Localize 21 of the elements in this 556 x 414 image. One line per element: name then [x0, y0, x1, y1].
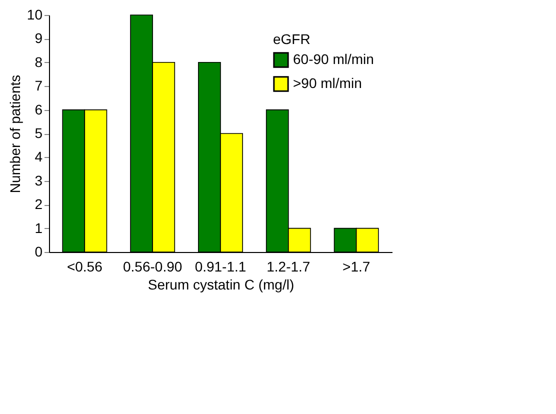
y-tick-label: 7	[34, 78, 43, 94]
x-tick-label: <0.56	[66, 258, 103, 274]
x-axis-title: Serum cystatin C (mg/l)	[148, 276, 294, 292]
legend-label: >90 ml/min	[293, 75, 362, 91]
x-tick-label: 0.91-1.1	[194, 258, 246, 274]
y-tick-label: 2	[34, 196, 43, 212]
y-tick-label: 9	[34, 30, 43, 46]
legend-title: eGFR	[273, 31, 310, 47]
y-tick-label: 3	[34, 172, 43, 188]
y-tick-label: 4	[34, 148, 43, 165]
y-tick-label: 6	[34, 101, 43, 118]
legend-label: 60-90 ml/min	[293, 51, 374, 67]
x-tick-label: >1.7	[342, 258, 370, 274]
y-tick-label: 0	[34, 244, 43, 260]
x-tick-label: 1.2-1.7	[266, 258, 310, 274]
x-tick-label: 0.56-0.90	[122, 258, 182, 274]
y-tick-label: 1	[34, 220, 43, 236]
y-axis-title: Number of patients	[6, 74, 23, 194]
y-tick-label: 8	[34, 54, 43, 70]
y-tick-label: 10	[26, 6, 43, 22]
y-tick-label: 5	[34, 125, 43, 141]
